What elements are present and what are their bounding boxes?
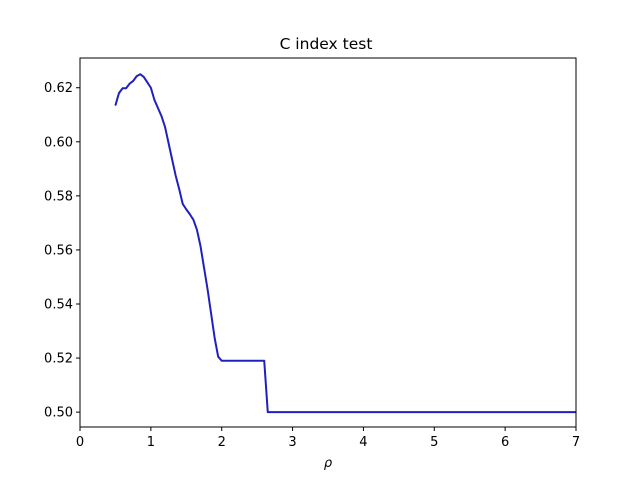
x-tick-label: 0 xyxy=(76,435,84,450)
data-point xyxy=(153,99,155,101)
data-point xyxy=(132,80,134,82)
data-point xyxy=(210,312,212,315)
data-point xyxy=(249,360,251,362)
plot-area xyxy=(114,73,577,414)
data-point xyxy=(189,213,191,215)
data-point xyxy=(231,360,233,362)
data-point xyxy=(167,142,170,144)
data-point xyxy=(263,360,265,362)
data-point xyxy=(362,411,365,413)
data-point xyxy=(217,356,219,358)
data-point xyxy=(171,158,173,160)
data-point xyxy=(203,266,205,269)
axes-frame xyxy=(79,57,577,428)
y-tick-label: 0.62 xyxy=(44,81,73,96)
x-tick-label: 5 xyxy=(430,435,438,450)
data-point xyxy=(267,411,269,413)
data-point xyxy=(196,229,198,231)
series-line xyxy=(114,73,576,414)
data-point xyxy=(256,360,258,362)
data-point xyxy=(433,411,435,413)
x-tick-label: 3 xyxy=(288,435,296,450)
data-point xyxy=(238,360,241,362)
x-tick-label: 4 xyxy=(359,435,367,450)
y-tick-label: 0.60 xyxy=(44,135,73,150)
data-point xyxy=(199,245,202,247)
data-point xyxy=(139,73,141,75)
chart-title: C index test xyxy=(280,35,373,53)
data-point xyxy=(185,208,187,210)
data-point xyxy=(114,104,117,106)
data-point xyxy=(143,76,145,78)
x-axis: 0 1 2 3 4 5 6 7 xyxy=(76,427,580,450)
data-point xyxy=(125,87,127,89)
data-point xyxy=(228,360,230,362)
y-tick-label: 0.58 xyxy=(44,189,73,204)
data-point xyxy=(160,115,163,117)
data-point xyxy=(146,81,148,83)
data-point xyxy=(221,360,223,362)
data-point xyxy=(150,87,152,89)
data-point xyxy=(175,174,177,177)
data-point xyxy=(214,337,216,339)
y-tick-label: 0.56 xyxy=(44,243,73,258)
data-point xyxy=(182,203,184,205)
data-point xyxy=(192,219,194,221)
y-tick-label: 0.54 xyxy=(44,298,73,313)
data-point xyxy=(235,360,237,362)
x-axis-label: ρ xyxy=(324,456,333,471)
data-point xyxy=(129,83,131,85)
data-point xyxy=(136,75,138,77)
data-point xyxy=(224,360,226,362)
x-tick-label: 7 xyxy=(572,435,580,450)
y-axis: 0.50 0.52 0.54 0.56 0.58 0.60 0.62 xyxy=(44,81,80,421)
data-point xyxy=(242,360,244,362)
x-tick-label: 2 xyxy=(218,435,226,450)
data-point xyxy=(121,87,124,89)
data-point xyxy=(118,92,120,94)
data-point xyxy=(291,411,294,413)
data-point xyxy=(164,126,166,128)
y-tick-label: 0.52 xyxy=(44,352,73,367)
x-tick-label: 6 xyxy=(501,435,509,450)
data-point xyxy=(157,107,159,109)
y-tick-label: 0.50 xyxy=(44,406,73,421)
data-point xyxy=(206,288,209,290)
data-point xyxy=(504,411,506,413)
x-tick-label: 1 xyxy=(147,435,155,450)
data-point xyxy=(178,188,180,190)
